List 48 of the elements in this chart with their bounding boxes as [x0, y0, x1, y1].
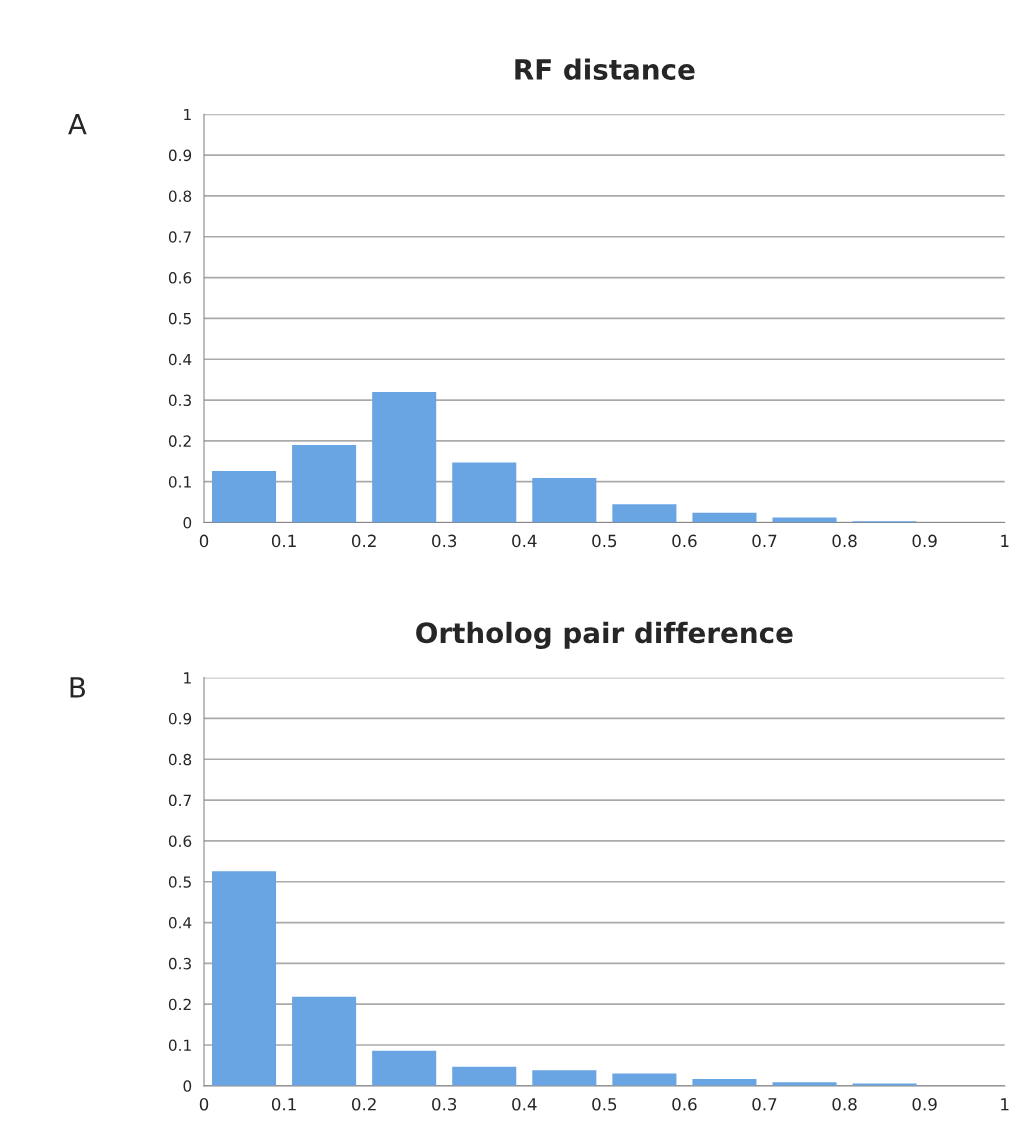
- x-tick-label: 0.4: [512, 534, 537, 548]
- y-tick-label: 0.2: [168, 435, 191, 447]
- y-tick-label: 1: [184, 672, 191, 684]
- x-tick-label: 0.9: [912, 1097, 937, 1111]
- y-tick-label: 0.6: [168, 272, 192, 284]
- x-tick-label: 0.9: [912, 534, 937, 548]
- y-tick-label: 0.7: [168, 231, 191, 243]
- chart-title: Ortholog pair difference: [416, 621, 793, 649]
- y-tick-label: 0.5: [168, 876, 191, 888]
- y-tick-label: 1: [184, 108, 191, 121]
- y-tick-label: 0.1: [168, 1039, 191, 1052]
- x-tick-label: 0.7: [752, 534, 777, 548]
- text: A: [68, 113, 87, 135]
- x-tick-label: 0.8: [832, 1097, 857, 1111]
- x-tick-label: 0.6: [672, 534, 697, 548]
- x-tick-label: 0.1: [271, 534, 296, 548]
- y-tick-label: 0.5: [168, 312, 191, 325]
- x-tick-label: 0: [199, 1097, 209, 1111]
- x-tick-label: 0.3: [432, 1097, 457, 1111]
- chart-title: RF distance: [515, 58, 695, 80]
- y-tick-label: 0.1: [168, 476, 191, 488]
- x-tick-label: 0.5: [592, 1097, 617, 1111]
- x-tick-label: 0.7: [752, 1097, 777, 1111]
- y-tick-label: 0.7: [168, 794, 191, 807]
- y-tick-label: 0: [183, 1080, 192, 1092]
- x-tick-label: 0.4: [512, 1097, 537, 1111]
- x-tick-label: 0: [199, 534, 209, 548]
- x-tick-label: 0.2: [351, 1097, 376, 1111]
- y-tick-label: 0.6: [168, 835, 192, 847]
- x-tick-label: 1: [1001, 534, 1009, 547]
- x-tick-label: 0.1: [271, 1097, 296, 1111]
- x-tick-label: 0.6: [672, 1097, 697, 1111]
- y-tick-label: 0.9: [168, 712, 192, 725]
- x-tick-label: 0.2: [351, 534, 376, 548]
- text: B: [70, 677, 85, 698]
- y-tick-label: 0.4: [168, 917, 192, 929]
- y-tick-label: 0.8: [168, 753, 192, 766]
- y-tick-label: 0.4: [168, 353, 192, 366]
- x-tick-label: 0.3: [432, 534, 457, 548]
- y-tick-label: 0.3: [168, 394, 191, 407]
- y-tick-label: 0.8: [168, 190, 192, 202]
- y-tick-label: 0.2: [168, 998, 191, 1011]
- x-tick-label: 0.8: [832, 534, 857, 548]
- x-tick-label: 0.5: [592, 534, 617, 548]
- y-tick-label: 0: [183, 516, 192, 529]
- x-tick-label: 1: [1001, 1098, 1009, 1111]
- y-tick-label: 0.9: [168, 149, 192, 162]
- y-tick-label: 0.3: [168, 957, 191, 970]
